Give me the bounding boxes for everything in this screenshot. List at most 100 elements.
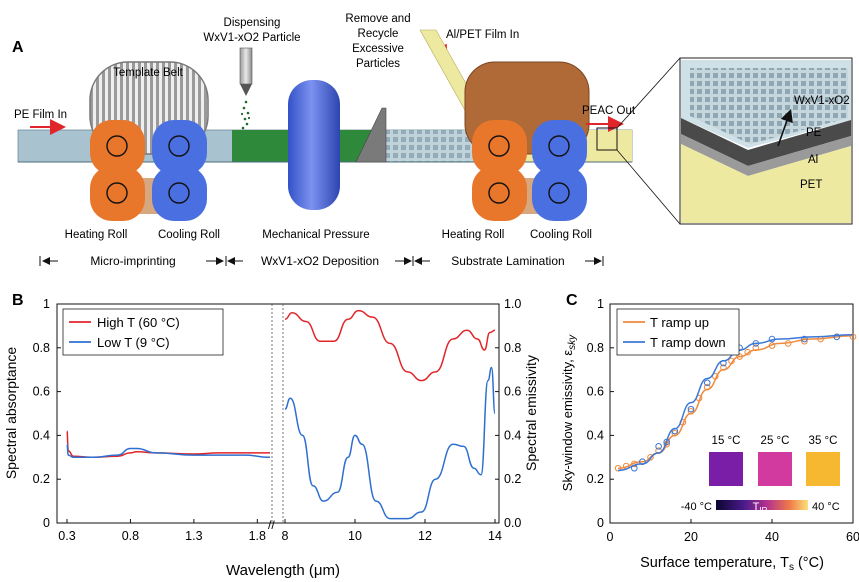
- c-inset-temp-35: 35 °C: [809, 435, 838, 447]
- inset-pet-label: PET: [800, 179, 822, 191]
- c-ytick-label: 0.6: [587, 385, 604, 399]
- layer-inset: WxV1-xO2 PE Al PET: [679, 57, 853, 225]
- mechanical-pressure-label: Mechanical Pressure: [262, 229, 369, 241]
- cooling-roll-bottom-2: [532, 166, 587, 221]
- stage-bracket-row: [39, 256, 604, 266]
- b-ytick-right-label: 0.2: [504, 472, 521, 486]
- b-ytick-left-label: 1: [43, 297, 50, 311]
- b-series-low-solar: [66, 443, 271, 459]
- c-point-down: [703, 379, 711, 387]
- c-point-down: [671, 427, 679, 435]
- c-ytick-label: 0.8: [587, 341, 604, 355]
- c-point-down: [663, 438, 671, 446]
- c-inset-temp-15: 15 °C: [712, 435, 741, 447]
- peac-out-label: PEAC Out: [582, 105, 636, 117]
- b-legend: High T (60 °C) Low T (9 °C): [62, 308, 224, 356]
- b-ytick-left-label: 0.6: [33, 385, 50, 399]
- c-point-up: [744, 348, 752, 356]
- plot-c-frame: [609, 303, 854, 524]
- c-point-up: [720, 364, 727, 371]
- b-y-ticks-right: 0.0 0.2 0.4 0.6 0.8 1.0: [495, 297, 521, 530]
- b-ytick-right-label: 0.0: [504, 516, 521, 530]
- c-point-down: [631, 464, 638, 472]
- c-xtick-label: 60: [846, 530, 859, 544]
- c-point-down: [801, 335, 808, 343]
- c-point-down: [639, 458, 646, 465]
- stage-deposition-label: WxV1-xO2 Deposition: [261, 254, 379, 268]
- inset-al-label: Al: [808, 154, 818, 166]
- b-legend-high: High T (60 °C): [97, 315, 180, 330]
- dispenser-nozzle: [239, 47, 253, 96]
- c-ir-inset: 15 °C 25 °C 35 °C -40 °C 40 °C TIR: [681, 435, 840, 515]
- inset-wvo-label: WxV1-xO2: [794, 95, 850, 107]
- b-xlabel: Wavelength (μm): [226, 562, 340, 579]
- c-point-down: [768, 335, 776, 343]
- c-x-ticks: 0 20 40 60: [607, 519, 859, 544]
- c-legend: T ramp up T ramp down: [616, 308, 740, 356]
- inset-pe-label: PE: [806, 127, 822, 139]
- cooling-roll-bottom-1: [152, 166, 207, 221]
- b-ytick-left-label: 0: [43, 516, 50, 530]
- c-point-up: [687, 408, 695, 415]
- zoom-line-bottom: [616, 149, 681, 225]
- c-point-up: [736, 353, 743, 360]
- c-fit-line-down: [618, 333, 854, 472]
- c-point-up: [801, 337, 808, 345]
- panel-b: B // 0 0.2 0.4 0.6 0.8 1 0.0 0.2 0.4 0.6 0.8 1.0 0…: [3, 292, 539, 579]
- b-ytick-right-label: 0.8: [504, 341, 521, 355]
- b-xtick-label: 1.3: [185, 529, 202, 543]
- c-xtick-label: 0: [607, 530, 614, 544]
- c-inset-bar-min: -40 °C: [681, 501, 712, 513]
- c-point-up: [671, 429, 679, 437]
- heating-roll-label-1: Heating Roll: [65, 229, 128, 241]
- panel-a-letter: A: [12, 39, 24, 56]
- b-ytick-right-label: 0.4: [504, 428, 521, 442]
- c-inset-temp-25: 25 °C: [761, 435, 790, 447]
- axis-break-mark: //: [268, 518, 275, 532]
- c-inset-bar-max: 40 °C: [812, 501, 840, 513]
- c-point-up: [784, 340, 792, 347]
- b-x-ticks: 0.3 0.8 1.3 1.8 8 10 12 14: [58, 519, 502, 543]
- pe-film-in-label: PE Film In: [14, 109, 67, 121]
- c-ytick-label: 0: [597, 516, 604, 530]
- remove-label-1: Remove and: [345, 13, 410, 25]
- c-point-down: [720, 359, 727, 367]
- heating-roll-bottom-1: [90, 166, 145, 221]
- heating-roll-bottom-2: [472, 166, 527, 221]
- c-point-down: [833, 333, 841, 341]
- panel-b-letter: B: [12, 292, 24, 309]
- panel-a: A Template Belt PE Film In: [12, 13, 853, 268]
- b-ytick-left-label: 0.4: [33, 428, 50, 442]
- b-ytick-left-label: 0.2: [33, 472, 50, 486]
- c-inset-swatch-15: [709, 452, 743, 486]
- c-ylabel: Sky-window emissivity, εsky: [560, 334, 578, 491]
- pressure-roll: [288, 80, 340, 210]
- cooling-roll-top-2: [532, 120, 587, 175]
- c-legend-down: T ramp down: [650, 335, 726, 350]
- b-xtick-label: 12: [418, 529, 432, 543]
- heating-roll-top-1: [90, 120, 145, 175]
- c-point-up: [647, 454, 654, 461]
- c-point-up: [703, 383, 711, 391]
- stage-micro-label: Micro-imprinting: [90, 254, 175, 268]
- stage-lamination-label: Substrate Lamination: [451, 254, 564, 268]
- b-legend-low: Low T (9 °C): [97, 335, 170, 350]
- c-y-ticks: 0 0.2 0.4 0.6 0.8 1: [587, 297, 614, 530]
- b-y-ticks-left: 0 0.2 0.4 0.6 0.8 1: [33, 297, 61, 530]
- c-xtick-label: 20: [684, 530, 698, 544]
- al-pet-film-in-label: Al/PET Film In: [446, 29, 519, 41]
- c-point-down: [752, 340, 760, 347]
- c-ytick-label: 0.4: [587, 428, 604, 442]
- zoom-line-top: [616, 57, 681, 129]
- scraper-blade: [355, 107, 387, 163]
- dispensing-label-1: Dispensing: [224, 17, 281, 29]
- panel-c-letter: C: [566, 292, 578, 309]
- c-point-down: [687, 405, 695, 413]
- c-inset-bar-label: TIR: [753, 501, 768, 515]
- c-point-up: [768, 342, 776, 349]
- b-series-high-solar: [66, 430, 270, 459]
- c-point-up: [752, 344, 760, 352]
- remove-label-4: Particles: [356, 58, 400, 70]
- b-ylabel-left: Spectral absorptance: [3, 347, 19, 480]
